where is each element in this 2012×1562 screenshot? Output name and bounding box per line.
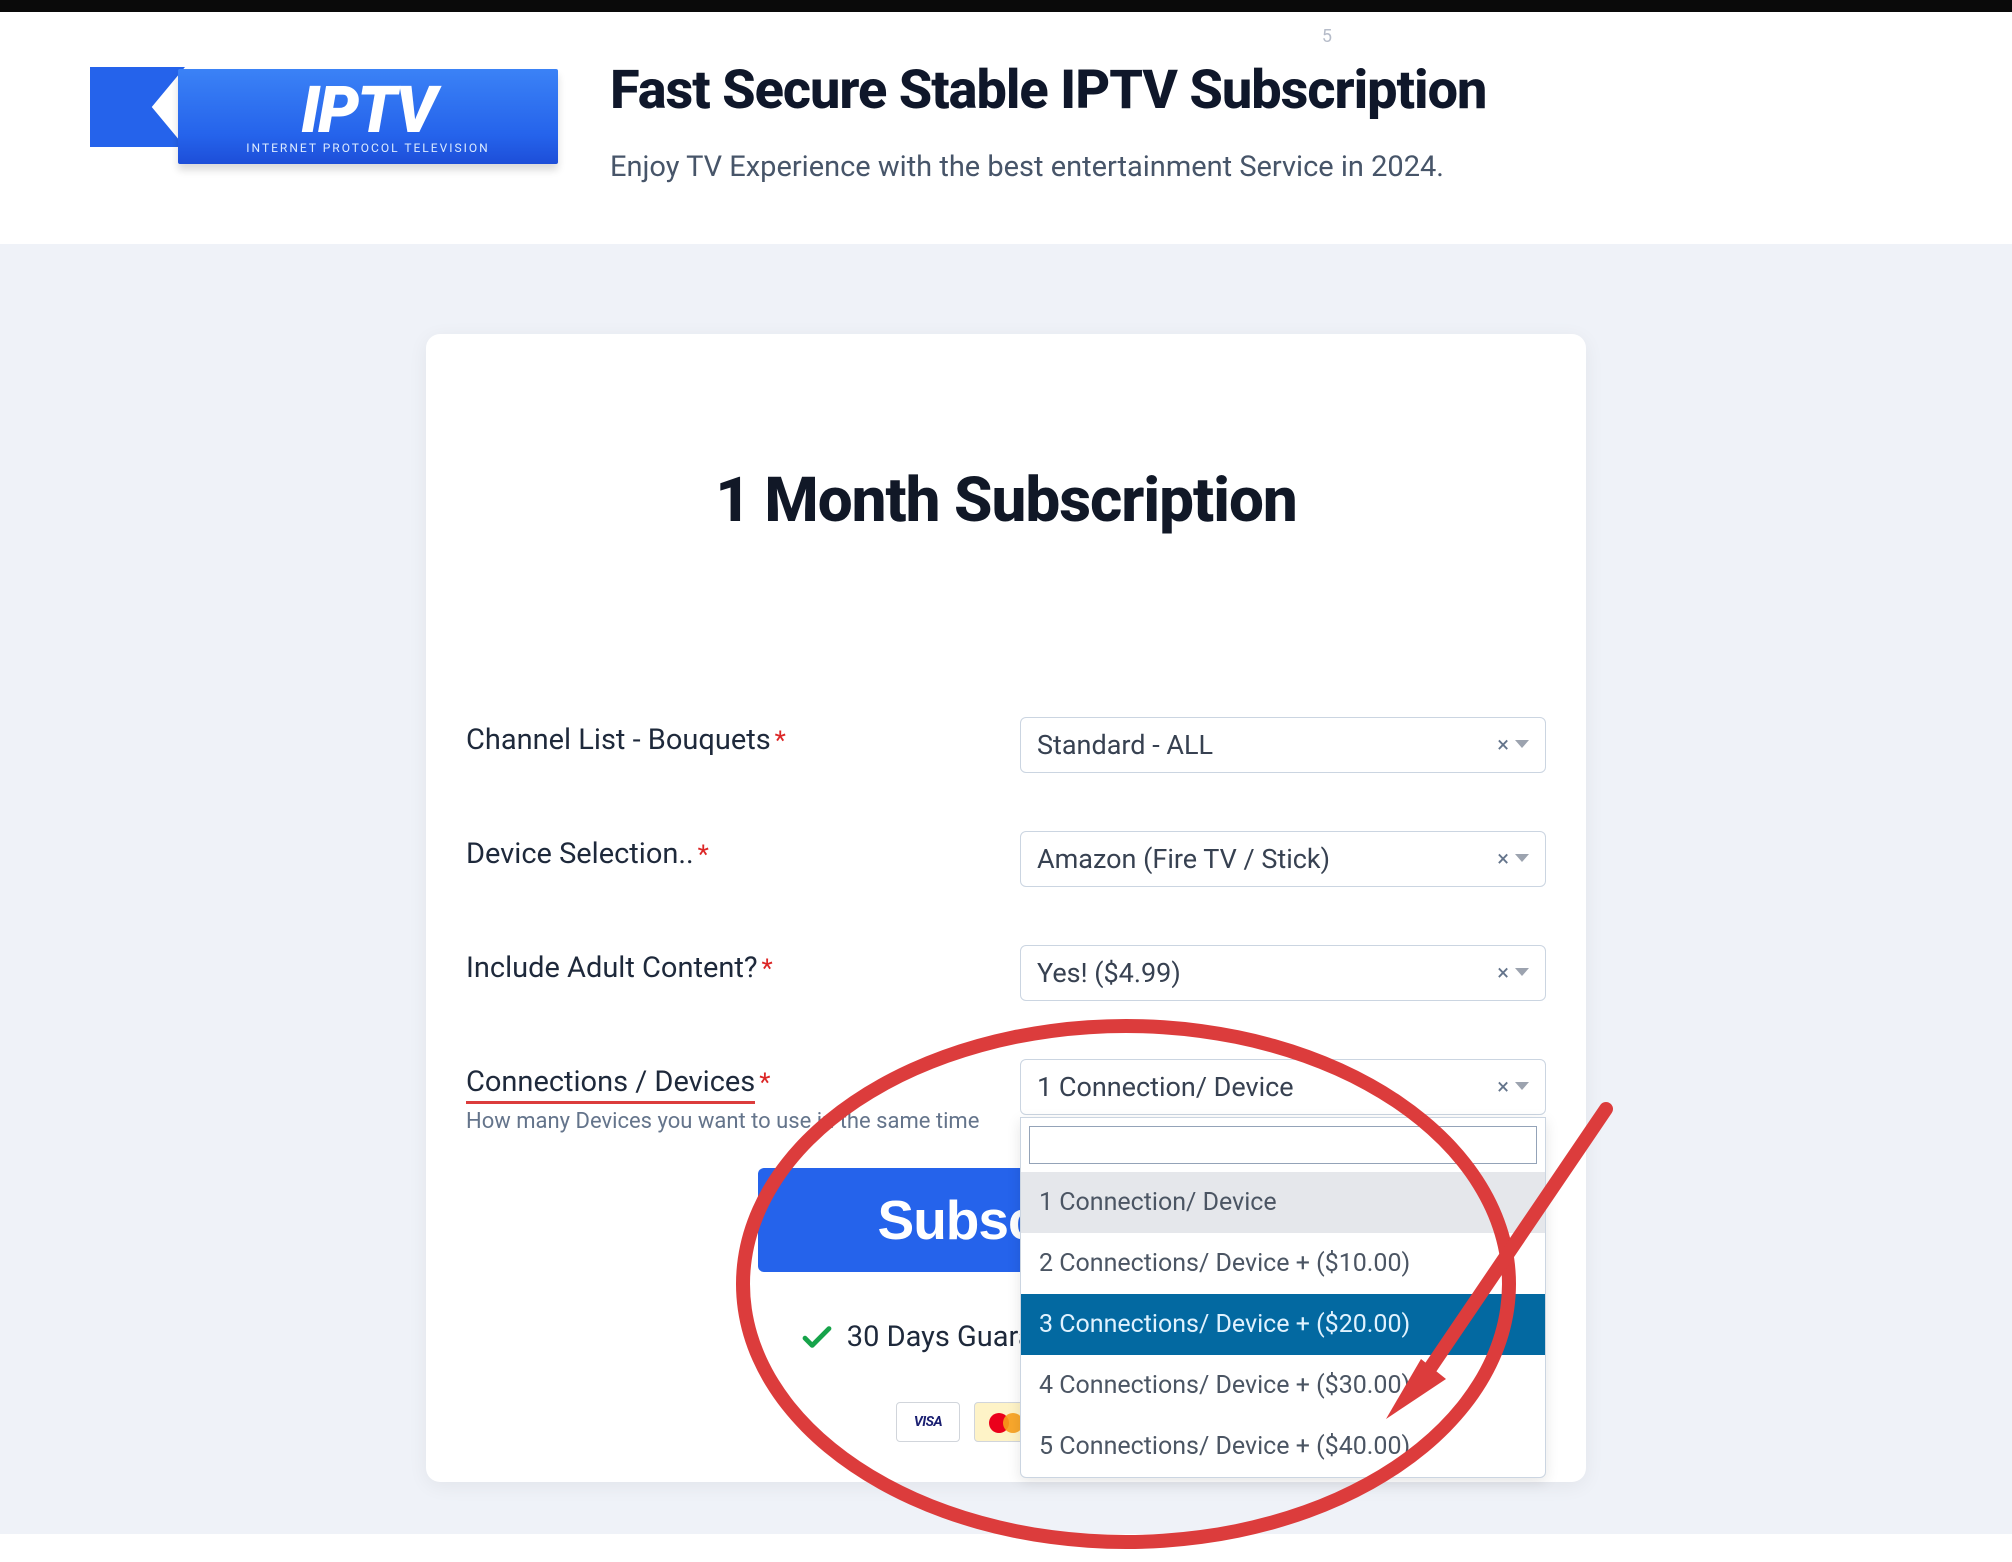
logo-text: IPTV [301,78,435,143]
connections-select[interactable]: 1 Connection/ Device × [1020,1059,1546,1115]
logo: IPTV INTERNET PROTOCOL TELEVISION [90,57,490,167]
logo-subtext: INTERNET PROTOCOL TELEVISION [246,141,489,155]
chevron-down-icon[interactable] [1515,740,1529,750]
dropdown-search-input[interactable] [1029,1126,1537,1164]
dropdown-option[interactable]: 5 Connections/ Device + ($40.00) [1021,1416,1545,1477]
connections-value: 1 Connection/ Device [1037,1071,1497,1103]
logo-arrow-icon [90,67,185,147]
device-row: Device Selection.. * Amazon (Fire TV / S… [466,831,1546,887]
dropdown-option[interactable]: 1 Connection/ Device [1021,1172,1545,1233]
checkmark-icon [801,1325,833,1349]
logo-box: IPTV INTERNET PROTOCOL TELEVISION [178,69,558,164]
cart-badge: 5 [1322,26,1332,47]
top-bar [0,0,2012,12]
clear-icon[interactable]: × [1497,961,1509,986]
channel-list-select[interactable]: Standard - ALL × [1020,717,1546,773]
required-mark: * [759,1068,770,1098]
page-subtitle: Enjoy TV Experience with the best entert… [610,150,1922,184]
channel-list-label: Channel List - Bouquets [466,723,771,757]
adult-select[interactable]: Yes! ($4.99) × [1020,945,1546,1001]
main-section: 1 Month Subscription Channel List - Bouq… [0,244,2012,1534]
card-title: 1 Month Subscription [466,464,1546,537]
adult-row: Include Adult Content? * Yes! ($4.99) × [466,945,1546,1001]
required-mark: * [775,726,786,756]
page-title: Fast Secure Stable IPTV Subscription [610,59,1922,122]
device-value: Amazon (Fire TV / Stick) [1037,843,1497,875]
chevron-down-icon[interactable] [1515,854,1529,864]
subscription-card: 1 Month Subscription Channel List - Bouq… [426,334,1586,1482]
dropdown-option[interactable]: 3 Connections/ Device + ($20.00) [1021,1294,1545,1355]
clear-icon[interactable]: × [1497,1075,1509,1100]
chevron-down-icon[interactable] [1515,1082,1529,1092]
dropdown-option[interactable]: 4 Connections/ Device + ($30.00) [1021,1355,1545,1416]
clear-icon[interactable]: × [1497,733,1509,758]
connections-dropdown: 1 Connection/ Device2 Connections/ Devic… [1020,1117,1546,1478]
connections-label: Connections / Devices [466,1065,755,1104]
required-mark: * [698,840,709,870]
required-mark: * [762,954,773,984]
header: 5 IPTV INTERNET PROTOCOL TELEVISION Fast… [0,12,2012,244]
connections-help: How many Devices you want to use in the … [466,1107,1020,1138]
clear-icon[interactable]: × [1497,847,1509,872]
channel-list-row: Channel List - Bouquets * Standard - ALL… [466,717,1546,773]
channel-list-value: Standard - ALL [1037,729,1497,761]
chevron-down-icon[interactable] [1515,968,1529,978]
dropdown-option[interactable]: 2 Connections/ Device + ($10.00) [1021,1233,1545,1294]
visa-icon: VISA [896,1402,960,1442]
device-label: Device Selection.. [466,837,694,871]
adult-value: Yes! ($4.99) [1037,957,1497,989]
dropdown-search-wrap [1021,1118,1545,1172]
connections-row: Connections / Devices * How many Devices… [466,1059,1546,1138]
device-select[interactable]: Amazon (Fire TV / Stick) × [1020,831,1546,887]
adult-label: Include Adult Content? [466,951,758,985]
